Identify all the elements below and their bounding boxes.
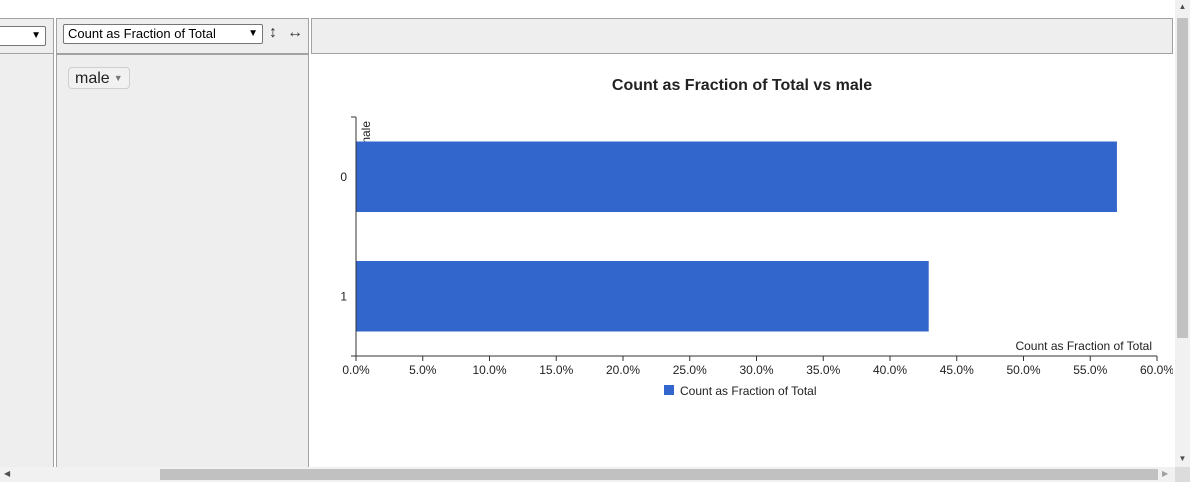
- field-pill-male[interactable]: male ▼: [68, 67, 130, 89]
- scroll-left-icon[interactable]: ◀: [4, 469, 11, 478]
- x-tick-label: 55.0%: [1073, 363, 1107, 377]
- scroll-down-icon[interactable]: ▼: [1178, 454, 1187, 463]
- horizontal-scroll-thumb[interactable]: [160, 469, 1158, 480]
- x-tick-label: 25.0%: [673, 363, 707, 377]
- bar-1: [356, 260, 929, 332]
- x-tick-label: 45.0%: [940, 363, 974, 377]
- scrollbar-corner: [1175, 467, 1190, 482]
- bar-0: [356, 141, 1117, 213]
- unused-fields-area[interactable]: [0, 54, 54, 468]
- category-label: 0: [340, 170, 347, 184]
- x-tick-label: 30.0%: [739, 363, 773, 377]
- chevron-down-icon: ▼: [31, 30, 41, 41]
- chart-area: Count as Fraction of Total vs male male …: [311, 55, 1174, 467]
- scroll-right-icon[interactable]: ▶: [1162, 469, 1169, 478]
- x-tick-label: 0.0%: [342, 363, 370, 377]
- legend-swatch: [664, 385, 674, 395]
- aggregator-select[interactable]: Count as Fraction of Total ▼: [63, 24, 263, 44]
- chart-title: Count as Fraction of Total vs male: [612, 77, 872, 94]
- vertical-scroll-thumb[interactable]: [1177, 18, 1188, 338]
- sort-rows-button[interactable]: ↕: [269, 24, 277, 41]
- x-tick-label: 50.0%: [1006, 363, 1040, 377]
- x-tick-label: 35.0%: [806, 363, 840, 377]
- row-fields-area[interactable]: male ▼: [56, 54, 309, 468]
- vals-area: ▼: [0, 18, 54, 54]
- chevron-down-icon: ▼: [248, 28, 258, 39]
- x-tick-label: 5.0%: [409, 363, 437, 377]
- x-tick-label: 15.0%: [539, 363, 573, 377]
- horizontal-scrollbar[interactable]: ◀ ▶: [0, 467, 1175, 482]
- column-fields-area[interactable]: [311, 18, 1173, 54]
- bar-chart: Count as Fraction of Total vs male male …: [340, 77, 1174, 398]
- x-tick-label: 20.0%: [606, 363, 640, 377]
- legend-label: Count as Fraction of Total: [680, 384, 817, 398]
- field-pill-label: male: [75, 70, 110, 87]
- x-tick-label: 60.0%: [1140, 363, 1173, 377]
- sort-cols-button[interactable]: ↔: [287, 24, 303, 41]
- scroll-up-icon[interactable]: ▲: [1178, 2, 1187, 11]
- x-tick-label: 40.0%: [873, 363, 907, 377]
- x-tick-label: 10.0%: [472, 363, 506, 377]
- aggregator-area: Count as Fraction of Total ▼ ↕ ↔: [56, 18, 309, 54]
- vertical-scrollbar[interactable]: ▲ ▼: [1175, 0, 1190, 467]
- x-axis-label: Count as Fraction of Total: [1015, 339, 1152, 353]
- legend: Count as Fraction of Total: [664, 384, 817, 398]
- aggregator-select-value: Count as Fraction of Total: [68, 26, 216, 41]
- y-axis-label: male: [359, 121, 373, 147]
- renderer-select[interactable]: ▼: [0, 26, 46, 46]
- category-label: 1: [340, 289, 347, 303]
- triangle-down-icon[interactable]: ▼: [113, 73, 123, 83]
